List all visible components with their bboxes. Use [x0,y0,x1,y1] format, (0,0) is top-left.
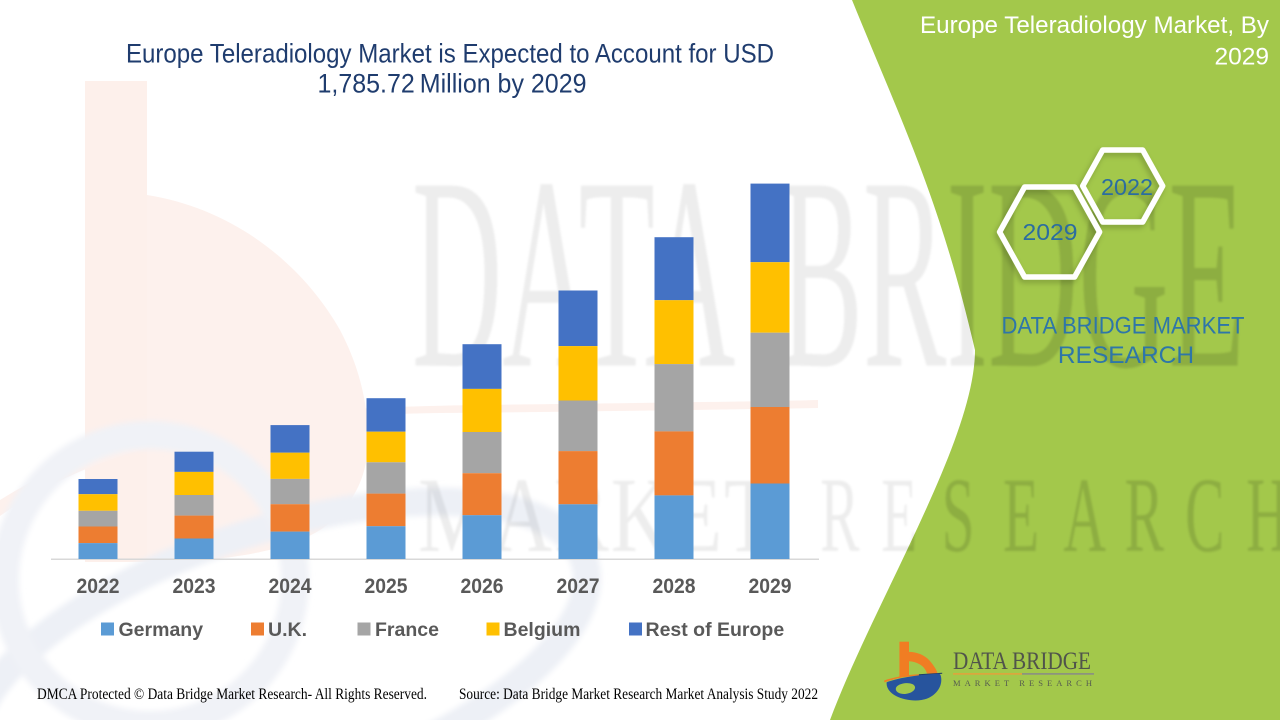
svg-text:MARKET RESEARCH: MARKET RESEARCH [953,678,1092,688]
svg-text:2029: 2029 [1214,44,1269,71]
svg-text:RESEARCH: RESEARCH [1058,342,1194,369]
svg-text:2025: 2025 [365,575,408,598]
svg-text:DATA BRIDGE: DATA BRIDGE [953,646,1091,675]
svg-text:DATA BRIDGE MARKET: DATA BRIDGE MARKET [1002,313,1245,340]
svg-text:2022: 2022 [77,575,120,598]
svg-text:2024: 2024 [269,575,312,598]
svg-text:DATA BRIDGE: DATA BRIDGE [412,122,1245,426]
svg-text:2029: 2029 [1023,219,1078,245]
svg-text:2027: 2027 [557,575,600,598]
svg-text:2028: 2028 [653,575,696,598]
svg-text:Europe Teleradiology Market, B: Europe Teleradiology Market, By [920,12,1270,39]
svg-text:Rest of Europe: Rest of Europe [646,619,785,641]
svg-text:France: France [375,619,439,641]
svg-text:2029: 2029 [749,575,792,598]
svg-text:U.K.: U.K. [268,619,307,641]
svg-text:1,785.72 Million by 2029: 1,785.72 Million by 2029 [318,69,587,99]
svg-text:2023: 2023 [173,575,216,598]
svg-text:Europe Teleradiology Market is: Europe Teleradiology Market is Expected … [126,38,774,68]
svg-text:Source: Data Bridge Market Res: Source: Data Bridge Market Research Mark… [459,686,818,703]
svg-text:2026: 2026 [461,575,504,598]
svg-text:Belgium: Belgium [504,619,581,641]
svg-text:Germany: Germany [119,619,204,641]
svg-text:2022: 2022 [1101,174,1153,200]
svg-text:DMCA Protected © Data Bridge M: DMCA Protected © Data Bridge Market Rese… [37,686,427,703]
